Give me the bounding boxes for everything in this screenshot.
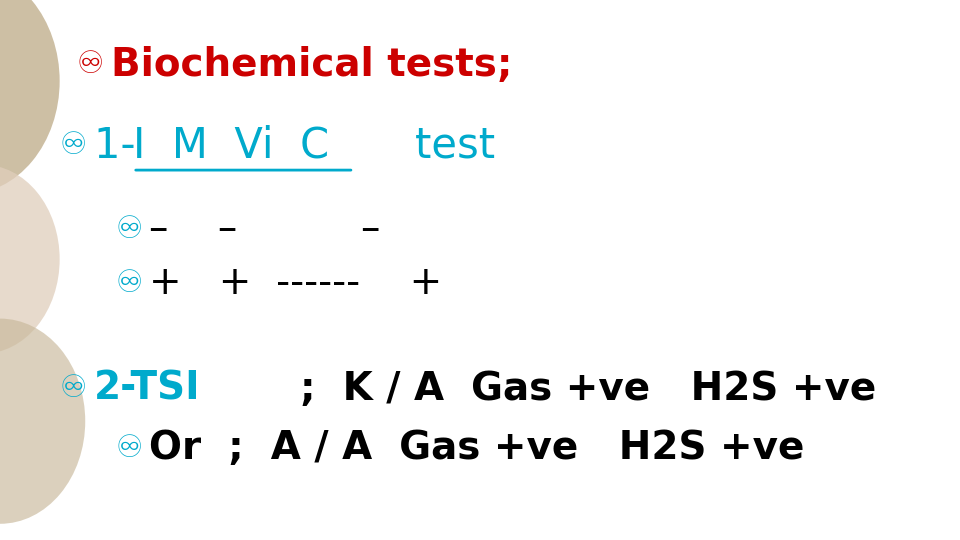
Text: Biochemical tests;: Biochemical tests; [110, 46, 513, 84]
Text: ;  K / A  Gas +ve   H2S +ve: ; K / A Gas +ve H2S +ve [192, 370, 876, 408]
Text: ♾: ♾ [115, 434, 142, 463]
Text: 2-TSI: 2-TSI [94, 370, 201, 408]
Text: I  M  Vi  C: I M Vi C [133, 125, 329, 167]
Text: ♾: ♾ [115, 215, 142, 244]
Text: ♾: ♾ [115, 269, 142, 298]
Text: ♾: ♾ [60, 374, 87, 403]
Text: –    –          –: – – – [149, 211, 380, 248]
Text: ♾: ♾ [60, 131, 87, 160]
Ellipse shape [0, 319, 85, 524]
Text: ♾: ♾ [77, 50, 104, 79]
Ellipse shape [0, 165, 60, 354]
Text: Or  ;  A / A  Gas +ve   H2S +ve: Or ; A / A Gas +ve H2S +ve [149, 429, 804, 467]
Ellipse shape [0, 0, 60, 194]
Text: 1-: 1- [94, 125, 149, 167]
Text: test: test [362, 125, 495, 167]
Text: +   +  ------    +: + + ------ + [149, 265, 443, 302]
